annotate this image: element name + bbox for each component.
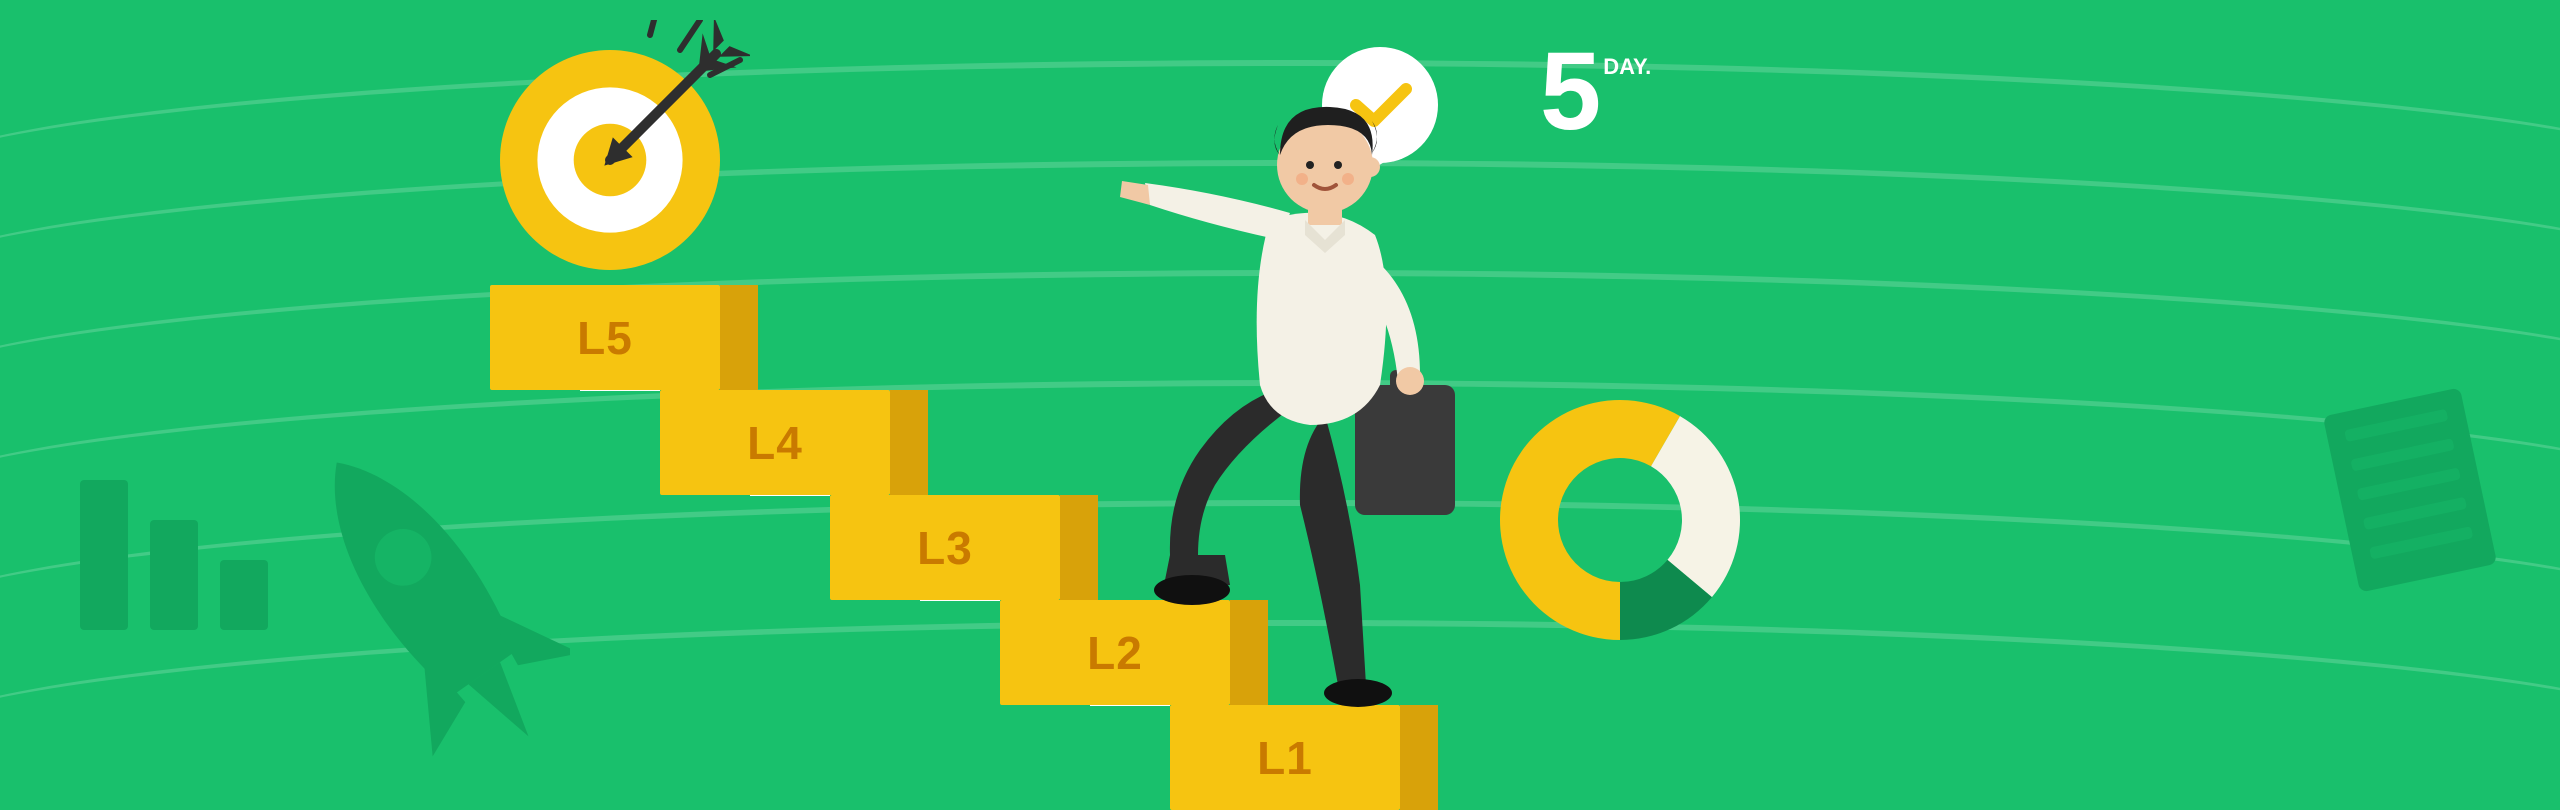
level-step: L5	[490, 285, 720, 390]
step-label: L1	[1257, 731, 1313, 785]
level-step: L4	[660, 390, 890, 495]
logo-sub: DAY.	[1603, 54, 1651, 80]
step-side	[890, 390, 928, 495]
target-icon	[470, 20, 750, 300]
brand-logo: 5 DAY.	[1540, 48, 1651, 136]
decor-rocket-icon	[310, 430, 570, 790]
infographic-stage: L1L2L3L4L5 5DAY.	[0, 0, 2560, 810]
step-label: L4	[747, 416, 803, 470]
step-label: L5	[577, 311, 633, 365]
step-side	[1060, 495, 1098, 600]
person-climbing-illustration	[1120, 85, 1540, 725]
step-label: L3	[917, 521, 973, 575]
level-step: L3	[830, 495, 1060, 600]
logo-main: 5	[1540, 48, 1595, 136]
step-side	[720, 285, 758, 390]
decor-bar-chart-icon	[80, 450, 268, 630]
